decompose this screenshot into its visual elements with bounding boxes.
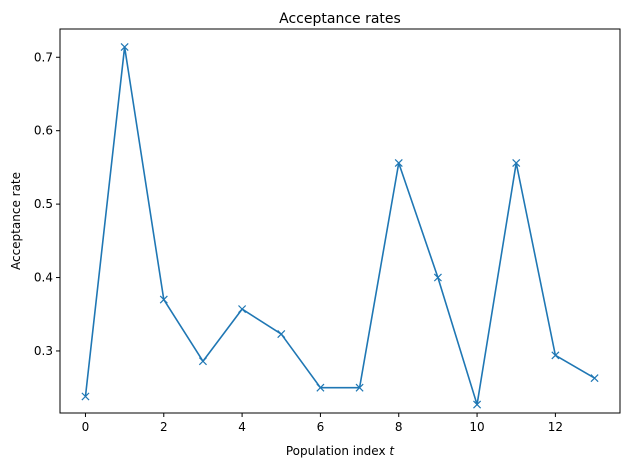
x-tick-label: 8	[395, 420, 403, 434]
plot-frame	[59, 28, 621, 414]
data-point-marker	[316, 383, 325, 392]
data-point-marker	[355, 383, 364, 392]
y-axis-label: Acceptance rate	[9, 172, 23, 270]
data-point-marker	[120, 42, 129, 52]
data-point-marker	[159, 295, 168, 304]
data-point-marker	[198, 357, 207, 366]
y-axis-ticks: 0.3 0.4 0.5 0.6 0.7	[34, 50, 60, 358]
data-point-marker	[590, 374, 599, 383]
x-tick-label: 12	[548, 420, 563, 434]
series-line	[84, 46, 595, 406]
y-tick-label: 0.7	[34, 50, 53, 64]
data-point-marker	[433, 273, 442, 282]
chart-title: Acceptance rates	[279, 11, 401, 27]
plot-area	[81, 42, 599, 409]
x-axis-label-text: Population index	[286, 444, 390, 458]
data-point-marker	[551, 351, 560, 360]
x-tick-label: 0	[82, 420, 90, 434]
x-axis-ticks: 0 2 4 6 8 10 12	[82, 413, 563, 434]
x-tick-label: 2	[160, 420, 168, 434]
x-tick-label: 10	[469, 420, 484, 434]
y-tick-label: 0.4	[34, 271, 53, 285]
y-tick-label: 0.6	[34, 124, 53, 138]
x-tick-label: 4	[238, 420, 246, 434]
x-tick-label: 6	[317, 420, 325, 434]
data-point-marker	[473, 400, 482, 409]
data-point-marker	[81, 392, 90, 401]
x-axis-label-variable: t	[389, 444, 395, 458]
y-tick-label: 0.3	[34, 344, 53, 358]
data-point-marker	[277, 330, 286, 339]
data-point-marker	[238, 305, 247, 314]
data-point-marker	[394, 158, 403, 168]
x-axis-label: Population index t	[286, 444, 396, 458]
data-point-marker	[512, 158, 521, 168]
y-tick-label: 0.5	[34, 197, 53, 211]
